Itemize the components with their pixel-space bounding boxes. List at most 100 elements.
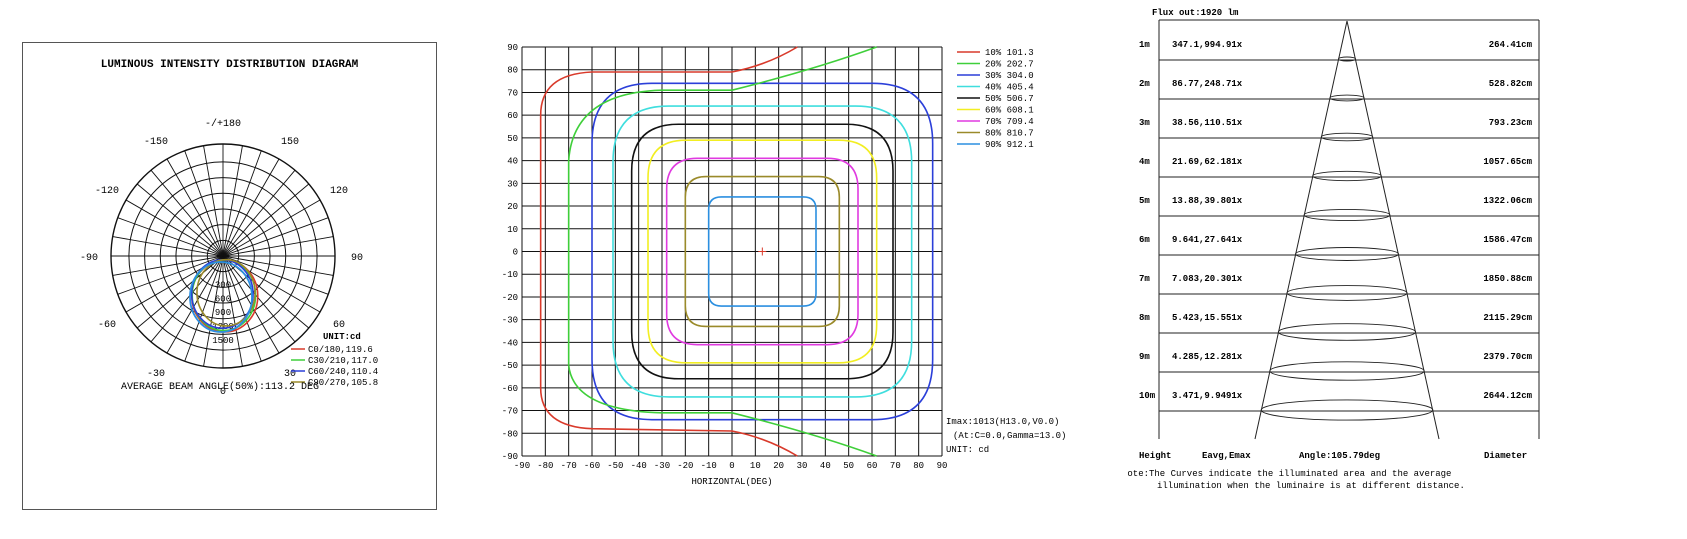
polar-spoke [222,255,262,362]
note-line-2: illumination when the luminaire is at di… [1157,481,1465,491]
cone-side-right [1346,20,1440,440]
cone-ellipse [1329,94,1365,102]
contour-y-tick: -50 [502,361,518,371]
polar-legend-label: C90/270,105.8 [308,378,378,388]
row-height: 5m [1139,196,1150,206]
contour-x-tick: -10 [701,461,717,471]
polar-spoke [184,150,224,257]
row-eavg-emax: 21.69,62.181x [1172,157,1243,167]
polar-beam-angle: AVERAGE BEAM ANGLE(50%):113.2 DEG [121,381,319,393]
isocandela-contour-chart: -90 -80 -70 -60 -50 -40 -30 -20 -10 0 10 20 30 40 50 60… [500,43,1066,487]
column-header: Angle:105.79deg [1299,451,1380,461]
polar-spoke [222,169,296,257]
polar-angle-label: -30 [147,369,165,380]
contour-y-tick: 30 [507,179,518,189]
polar-spoke [222,158,280,257]
polar-spoke [222,145,243,257]
contour-x-tick: 10 [750,461,761,471]
polar-spoke [222,255,296,343]
polar-spoke [222,183,310,257]
row-diameter: 528.82cm [1489,79,1533,89]
flux-out: Flux out:1920 lm [1152,8,1239,18]
polar-spoke [117,255,224,295]
row-diameter: 2644.12cm [1483,391,1532,401]
contour-x-tick: -70 [561,461,577,471]
polar-spoke [136,183,224,257]
contour-y-tick: 40 [507,157,518,167]
cone-ellipse [1295,247,1399,261]
polar-spoke [150,169,224,257]
polar-spoke [125,199,224,257]
row-height: 1m [1139,40,1150,50]
row-diameter: 1057.65cm [1483,157,1532,167]
contour-legend-label: 20% 202.7 [985,60,1034,70]
cone-ellipse [1269,361,1425,381]
row-diameter: 1850.88cm [1483,274,1532,284]
contour-line [630,123,894,380]
row-height: 2m [1139,79,1150,89]
row-height: 3m [1139,118,1150,128]
polar-spoke [150,255,224,343]
row-diameter: 264.41cm [1489,40,1533,50]
polar-spoke [112,236,224,257]
contour-xlabel: HORIZONTAL(DEG) [691,477,772,487]
contour-legend-label: 80% 810.7 [985,129,1034,139]
polar-radial-label: 300 [215,281,231,291]
contour-y-tick: 90 [507,43,518,53]
polar-angle-label: -120 [95,186,119,197]
polar-spoke [112,255,224,276]
polar-curve [196,258,256,327]
polar-unit-label: UNIT:cd [323,332,361,342]
contour-imax: Imax:1013(H13.0,V0.0) [946,417,1059,427]
polar-angle-label: 60 [333,320,345,331]
row-diameter: 2115.29cm [1483,313,1532,323]
contour-line-10-top [539,46,798,388]
contour-line [591,82,934,421]
contour-x-tick: 30 [797,461,808,471]
cone-ellipse [1303,208,1391,222]
contour-x-tick: 80 [913,461,924,471]
polar-spoke [136,255,224,329]
polar-spoke [222,150,262,257]
row-eavg-emax: 86.77,248.71x [1172,79,1243,89]
contour-x-tick: 60 [867,461,878,471]
contour-y-tick: -40 [502,338,518,348]
polar-angle-label: 30 [284,369,296,380]
polar-legend-label: C30/210,117.0 [308,356,378,366]
cone-ellipse [1320,132,1374,142]
row-eavg-emax: 5.423,15.551x [1172,313,1243,323]
contour-x-tick: -40 [631,461,647,471]
contour-x-tick: -80 [537,461,553,471]
polar-angle-label: 0 [220,387,226,398]
row-diameter: 2379.70cm [1483,352,1532,362]
contour-x-tick: 90 [937,461,948,471]
polar-radial-label: 1500 [212,336,234,346]
contour-line [612,105,913,398]
column-header: Diameter [1484,451,1527,461]
column-header: Height [1139,451,1171,461]
contour-legend-label: 30% 304.0 [985,71,1034,81]
contour-line-20-top [567,46,877,366]
polar-spoke [222,199,321,257]
contour-unit: UNIT: cd [946,445,989,455]
row-height: 4m [1139,157,1150,167]
contour-x-tick: -20 [677,461,693,471]
contour-y-tick: -20 [502,293,518,303]
contour-y-tick: 20 [507,202,518,212]
polar-spoke [222,255,243,367]
polar-legend-label: C60/240,110.4 [308,367,378,377]
cone-side-left [1254,20,1348,440]
polar-spoke [166,158,224,257]
contour-at: (At:C=0.0,Gamma=13.0) [953,431,1066,441]
contour-y-tick: 60 [507,111,518,121]
row-height: 8m [1139,313,1150,323]
contour-x-tick: 40 [820,461,831,471]
contour-legend-label: 70% 709.4 [985,117,1034,127]
cone-ellipse [1260,399,1434,421]
contour-x-tick: 50 [843,461,854,471]
contour-x-tick: -60 [584,461,600,471]
contour-y-tick: 70 [507,88,518,98]
row-eavg-emax: 3.471,9.9491x [1172,391,1243,401]
contour-y-tick: 80 [507,66,518,76]
column-header: Eavg,Emax [1202,451,1251,461]
